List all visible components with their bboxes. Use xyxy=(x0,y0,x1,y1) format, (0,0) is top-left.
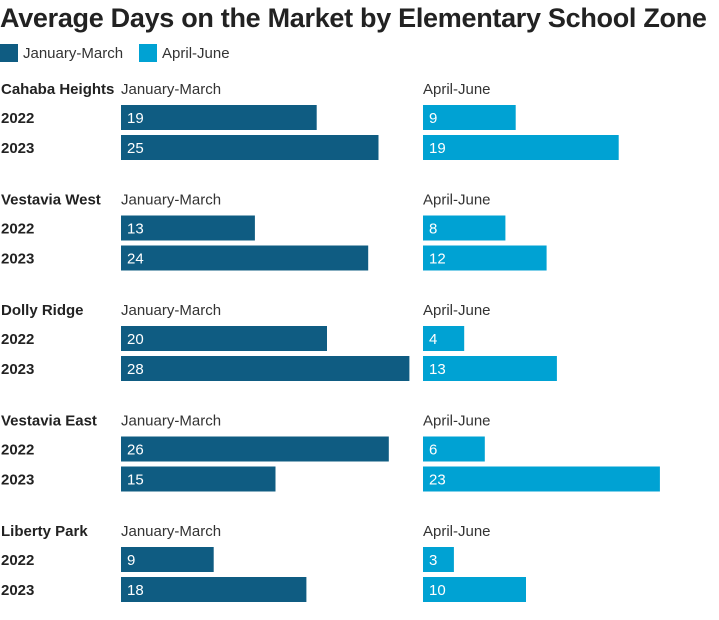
bar-value-jan-mar-liberty-park-2023: 18 xyxy=(127,582,144,599)
year-label-liberty-park-2023: 2023 xyxy=(1,582,34,599)
legend-label-apr-jun: April-June xyxy=(162,44,230,62)
bar-apr-jun-liberty-park-2022 xyxy=(423,547,454,572)
legend: January-March April-June xyxy=(0,44,246,62)
year-label-vestavia-west-2023: 2023 xyxy=(1,251,34,268)
year-label-vestavia-east-2023: 2023 xyxy=(1,472,34,489)
bar-apr-jun-vestavia-east-2023 xyxy=(423,466,660,492)
year-label-cahaba-heights-2023: 2023 xyxy=(1,140,34,157)
bar-value-jan-mar-cahaba-heights-2023: 25 xyxy=(127,140,144,157)
bar-jan-mar-vestavia-east-2023 xyxy=(121,466,276,492)
bar-value-apr-jun-dolly-ridge-2022: 4 xyxy=(429,331,437,348)
legend-swatch-jan-mar xyxy=(0,44,18,62)
zone-name-vestavia-east: Vestavia East xyxy=(1,413,97,430)
zone-name-cahaba-heights: Cahaba Heights xyxy=(1,81,114,98)
bar-jan-mar-vestavia-west-2022 xyxy=(121,215,255,241)
bar-jan-mar-dolly-ridge-2022 xyxy=(121,326,327,351)
year-label-dolly-ridge-2022: 2022 xyxy=(1,331,34,348)
chart-title: Average Days on the Market by Elementary… xyxy=(0,3,707,33)
bar-value-apr-jun-liberty-park-2023: 10 xyxy=(429,582,446,599)
legend-item-jan-mar: January-March xyxy=(0,44,123,62)
bar-apr-jun-cahaba-heights-2022 xyxy=(423,105,516,130)
bar-jan-mar-dolly-ridge-2023 xyxy=(121,356,410,381)
bar-jan-mar-liberty-park-2022 xyxy=(121,547,214,572)
bar-value-apr-jun-vestavia-west-2023: 12 xyxy=(429,251,446,268)
bar-jan-mar-liberty-park-2023 xyxy=(121,577,307,602)
bar-value-jan-mar-vestavia-east-2022: 26 xyxy=(127,442,144,459)
legend-item-apr-jun: April-June xyxy=(139,44,230,62)
bar-jan-mar-cahaba-heights-2023 xyxy=(121,135,379,160)
zone-name-liberty-park: Liberty Park xyxy=(1,523,88,540)
column-label-apr-jun-vestavia-west: April-June xyxy=(423,192,491,209)
bar-value-jan-mar-vestavia-west-2022: 13 xyxy=(127,221,144,238)
legend-swatch-apr-jun xyxy=(139,44,158,62)
bar-value-apr-jun-vestavia-east-2023: 23 xyxy=(429,472,446,489)
bar-value-jan-mar-cahaba-heights-2022: 19 xyxy=(127,110,144,127)
zone-name-vestavia-west: Vestavia West xyxy=(1,192,101,209)
bar-apr-jun-dolly-ridge-2022 xyxy=(423,326,465,351)
bar-value-apr-jun-dolly-ridge-2023: 13 xyxy=(429,361,446,378)
column-label-apr-jun-vestavia-east: April-June xyxy=(423,413,491,430)
bar-apr-jun-liberty-park-2023 xyxy=(423,577,526,602)
year-label-dolly-ridge-2023: 2023 xyxy=(1,361,34,378)
bar-apr-jun-vestavia-west-2022 xyxy=(423,215,506,241)
bar-jan-mar-vestavia-east-2022 xyxy=(121,436,389,462)
bar-jan-mar-cahaba-heights-2022 xyxy=(121,105,317,130)
column-label-jan-mar-dolly-ridge: January-March xyxy=(121,302,221,319)
bar-value-apr-jun-vestavia-east-2022: 6 xyxy=(429,442,437,459)
bar-apr-jun-vestavia-west-2023 xyxy=(423,245,547,271)
zone-name-dolly-ridge: Dolly Ridge xyxy=(1,302,84,319)
bar-value-jan-mar-dolly-ridge-2023: 28 xyxy=(127,361,144,378)
year-label-cahaba-heights-2022: 2022 xyxy=(1,110,34,127)
year-label-vestavia-west-2022: 2022 xyxy=(1,221,34,238)
bar-apr-jun-cahaba-heights-2023 xyxy=(423,135,619,160)
column-label-apr-jun-dolly-ridge: April-June xyxy=(423,302,491,319)
bar-value-apr-jun-liberty-park-2022: 3 xyxy=(429,552,437,569)
column-label-apr-jun-cahaba-heights: April-June xyxy=(423,81,491,98)
bar-value-jan-mar-vestavia-east-2023: 15 xyxy=(127,472,144,489)
bar-value-apr-jun-cahaba-heights-2022: 9 xyxy=(429,110,437,127)
column-label-jan-mar-vestavia-west: January-March xyxy=(121,192,221,209)
bar-value-apr-jun-cahaba-heights-2023: 19 xyxy=(429,140,446,157)
column-label-apr-jun-liberty-park: April-June xyxy=(423,523,491,540)
bar-value-apr-jun-vestavia-west-2022: 8 xyxy=(429,221,437,238)
column-label-jan-mar-vestavia-east: January-March xyxy=(121,413,221,430)
bar-jan-mar-vestavia-west-2023 xyxy=(121,245,369,271)
column-label-jan-mar-liberty-park: January-March xyxy=(121,523,221,540)
legend-label-jan-mar: January-March xyxy=(23,44,124,62)
column-label-jan-mar-cahaba-heights: January-March xyxy=(121,81,221,98)
bar-value-jan-mar-liberty-park-2022: 9 xyxy=(127,552,135,569)
bar-apr-jun-vestavia-east-2022 xyxy=(423,436,485,462)
bar-value-jan-mar-dolly-ridge-2022: 20 xyxy=(127,331,144,348)
year-label-liberty-park-2022: 2022 xyxy=(1,552,34,569)
bar-apr-jun-dolly-ridge-2023 xyxy=(423,356,557,381)
bar-value-jan-mar-vestavia-west-2023: 24 xyxy=(127,251,144,268)
year-label-vestavia-east-2022: 2022 xyxy=(1,442,34,459)
